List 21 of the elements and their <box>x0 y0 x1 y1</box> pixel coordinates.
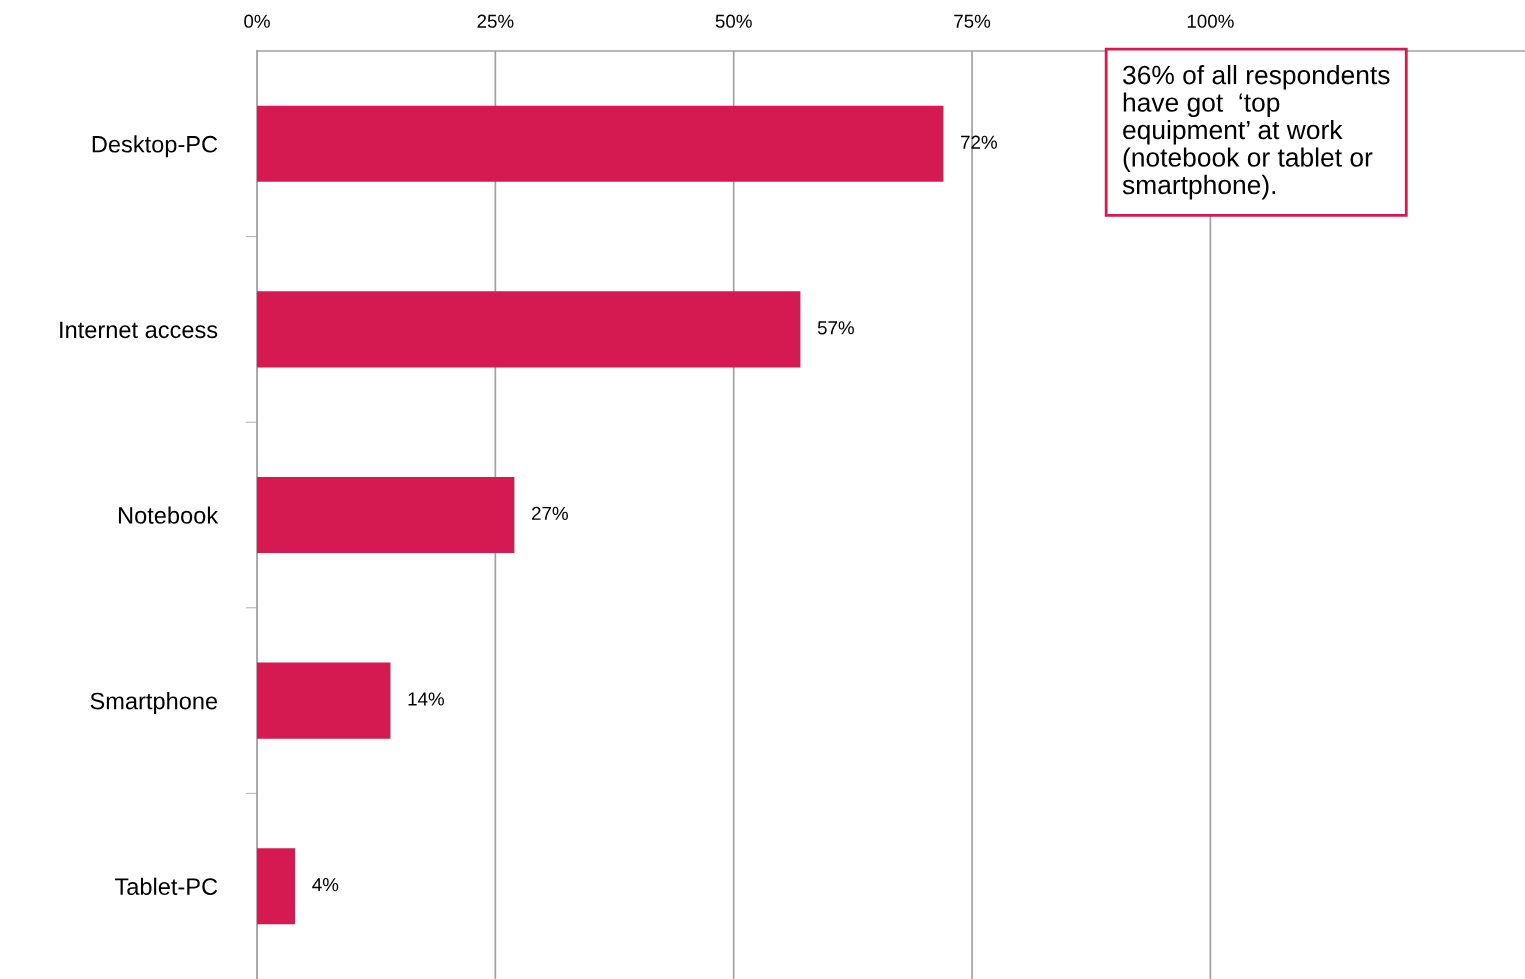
data-label: 27% <box>532 506 568 520</box>
data-label: 14% <box>408 692 444 706</box>
x-tick-label: 50% <box>715 14 752 28</box>
data-label: 72% <box>961 135 997 149</box>
data-label: 57% <box>817 321 854 335</box>
bar <box>257 662 391 739</box>
bar <box>257 476 515 554</box>
data-label: 4% <box>312 878 339 892</box>
bar <box>257 105 944 182</box>
y-tick-label: Smartphone <box>90 692 218 715</box>
x-tick-label: 25% <box>477 14 514 28</box>
bar <box>257 291 801 368</box>
bar <box>257 848 296 925</box>
x-tick-label: 100% <box>1187 14 1234 28</box>
x-tick-label: 75% <box>954 14 991 28</box>
y-tick-label: Desktop-PC <box>92 135 218 158</box>
y-tick-label: Notebook <box>118 506 219 524</box>
x-tick-label: 0% <box>244 14 270 28</box>
y-tick-label: Internet access <box>60 321 218 339</box>
y-tick-label: Tablet-PC <box>114 877 218 895</box>
annotation: 36% of all respondents have got ‘top equipment’ at work (notebook or tablet or smartphone). <box>1122 65 1390 200</box>
